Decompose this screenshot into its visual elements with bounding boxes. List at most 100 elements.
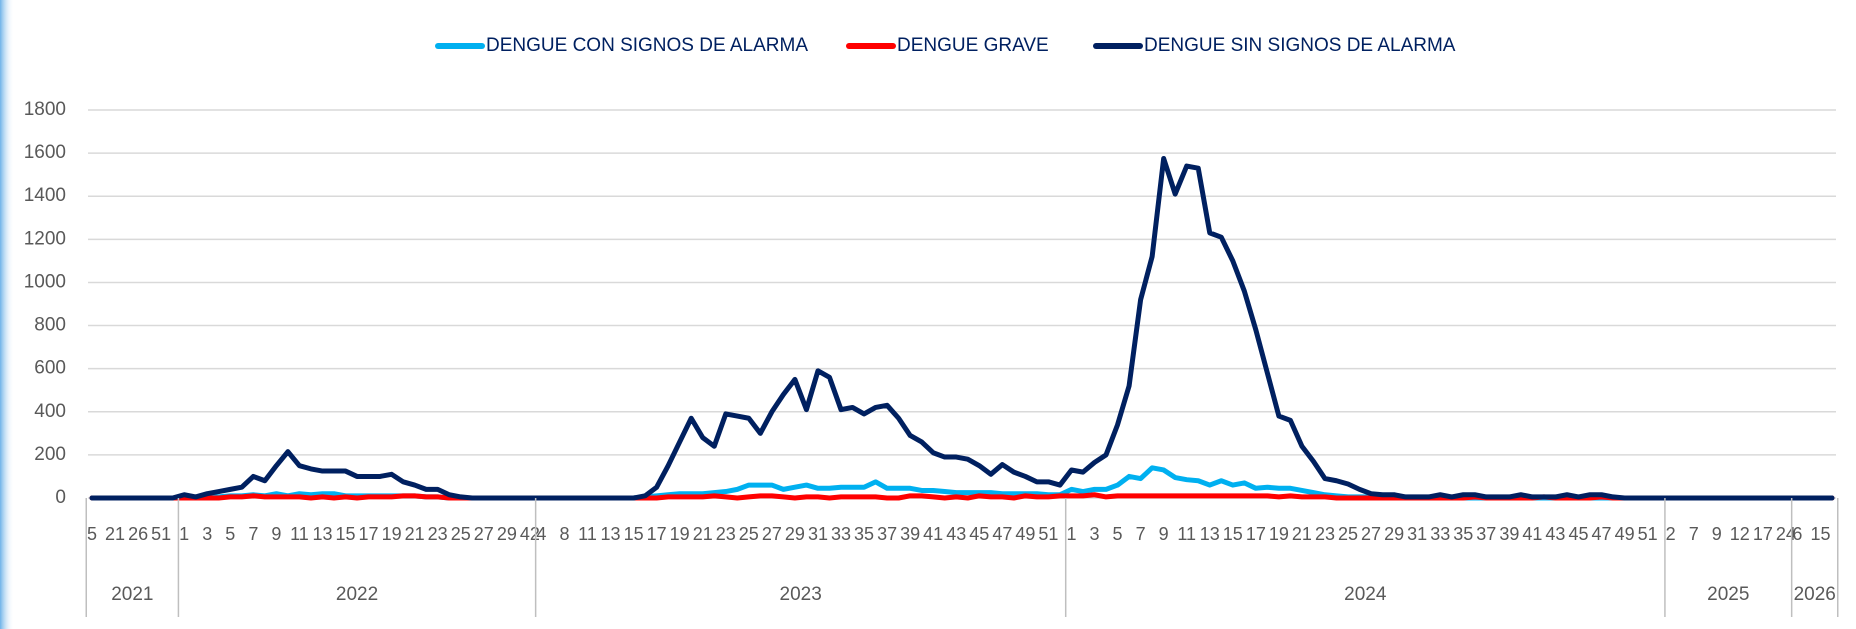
- year-label: 2023: [780, 584, 822, 605]
- y-tick-label: 200: [34, 444, 66, 465]
- x-tick-label: 23: [428, 524, 448, 544]
- x-tick-label: 43: [1545, 524, 1565, 544]
- y-tick-label: 600: [34, 358, 66, 379]
- year-label: 2021: [111, 584, 153, 605]
- x-tick-label: 19: [670, 524, 690, 544]
- series-line: [89, 156, 1835, 501]
- legend-label: DENGUE CON SIGNOS DE ALARMA: [486, 35, 808, 56]
- x-tick-label: 13: [312, 524, 332, 544]
- x-tick-label: 19: [382, 524, 402, 544]
- x-tick-label: 41: [923, 524, 943, 544]
- year-label: 2026: [1794, 584, 1836, 605]
- y-tick-label: 400: [34, 401, 66, 422]
- x-tick-label: 5: [87, 524, 97, 544]
- x-tick-label: 21: [405, 524, 425, 544]
- legend: DENGUE CON SIGNOS DE ALARMA DENGUE GRAVE D…: [435, 35, 1456, 56]
- year-label: 2024: [1344, 584, 1387, 605]
- x-tick-label: 6: [1792, 524, 1802, 544]
- plot: [89, 156, 1835, 501]
- x-tick-label: 8: [559, 524, 569, 544]
- x-tick-label: 25: [451, 524, 471, 544]
- x-tick-label: 33: [1430, 524, 1450, 544]
- x-tick-label: 17: [359, 524, 379, 544]
- x-tick-label: 11: [578, 524, 597, 544]
- x-tick-label: 9: [1159, 524, 1169, 544]
- x-tick-label: 49: [1015, 524, 1035, 544]
- x-tick-label: 49: [1615, 524, 1635, 544]
- y-tick-label: 1000: [24, 271, 66, 292]
- x-tick-label: 47: [992, 524, 1012, 544]
- x-tick-label: 17: [647, 524, 667, 544]
- x-tick-label: 39: [900, 524, 920, 544]
- x-tick-label: 42: [520, 524, 540, 544]
- x-tick-label: 24: [1776, 524, 1796, 544]
- x-tick-label: 2: [1666, 524, 1676, 544]
- legend-label: DENGUE GRAVE: [897, 35, 1049, 56]
- x-tick-label: 3: [1090, 524, 1100, 544]
- x-tick-label: 5: [1113, 524, 1123, 544]
- x-tick-label: 21: [105, 524, 125, 544]
- x-tick-label: 25: [739, 524, 759, 544]
- x-tick-label: 39: [1499, 524, 1519, 544]
- x-tick-label: 26: [128, 524, 148, 544]
- x-tick-label: 23: [1315, 524, 1335, 544]
- y-tick-label: 1800: [24, 99, 66, 120]
- x-tick-label: 3: [202, 524, 212, 544]
- x-tick-label: 13: [1200, 524, 1220, 544]
- x-tick-label: 37: [877, 524, 897, 544]
- x-tick-label: 43: [946, 524, 966, 544]
- y-tick-label: 800: [34, 315, 66, 336]
- x-tick-label: 51: [1038, 524, 1058, 544]
- x-tick-label: 9: [1712, 524, 1722, 544]
- x-tick-label: 29: [1384, 524, 1404, 544]
- x-tick-label: 15: [1810, 524, 1830, 544]
- year-label: 2022: [336, 584, 378, 605]
- y-tick-label: 1200: [24, 228, 66, 249]
- x-tick-label: 17: [1246, 524, 1266, 544]
- x-tick-label: 31: [808, 524, 828, 544]
- x-tick-label: 27: [474, 524, 494, 544]
- legend-label: DENGUE SIN SIGNOS DE ALARMA: [1144, 35, 1456, 56]
- x-tick-label: 21: [1292, 524, 1312, 544]
- x-tick-label: 27: [1361, 524, 1381, 544]
- x-tick-label: 5: [225, 524, 235, 544]
- x-tick-label: 45: [969, 524, 989, 544]
- x-tick-label: 35: [854, 524, 874, 544]
- x-tick-label: 37: [1476, 524, 1496, 544]
- x-tick-label: 7: [248, 524, 258, 544]
- x-tick-label: 17: [1753, 524, 1773, 544]
- x-tick-label: 23: [716, 524, 736, 544]
- x-tick-label: 9: [271, 524, 281, 544]
- x-tick-label: 29: [785, 524, 805, 544]
- x-tick-label: 19: [1269, 524, 1289, 544]
- x-tick-label: 15: [624, 524, 644, 544]
- x-tick-label: 15: [335, 524, 355, 544]
- x-tick-label: 31: [1407, 524, 1427, 544]
- x-axis: 5 21 26 51 1 3 5 7 9 11 13 15 17 19 21 23 25 27 29 424 8 11 13…: [85, 498, 1839, 617]
- y-tick-label: 1400: [24, 185, 66, 206]
- x-tick-label: 11: [290, 524, 309, 544]
- x-tick-label: 7: [1689, 524, 1699, 544]
- x-tick-label: 25: [1338, 524, 1358, 544]
- y-tick-label: 0: [55, 487, 66, 508]
- x-tick-label: 45: [1568, 524, 1588, 544]
- x-tick-label: 35: [1453, 524, 1473, 544]
- x-tick-label: 51: [1638, 524, 1658, 544]
- x-tick-label: 29: [497, 524, 517, 544]
- x-tick-label: 7: [1136, 524, 1146, 544]
- x-tick-label: 41: [1522, 524, 1542, 544]
- x-tick-label: 51: [151, 524, 171, 544]
- x-tick-label: 1: [179, 524, 189, 544]
- x-tick-label: 4: [536, 524, 546, 544]
- x-tick-label: 15: [1223, 524, 1243, 544]
- background-edge: [0, 0, 14, 629]
- grid: 0 200 400 600 800 1000 1200 1400 1600 1800: [24, 99, 1836, 508]
- year-label: 2025: [1707, 584, 1749, 605]
- x-tick-label: 47: [1592, 524, 1612, 544]
- x-tick-label: 21: [693, 524, 713, 544]
- y-tick-label: 1600: [24, 142, 66, 163]
- x-tick-label: 33: [831, 524, 851, 544]
- x-tick-label: 13: [601, 524, 621, 544]
